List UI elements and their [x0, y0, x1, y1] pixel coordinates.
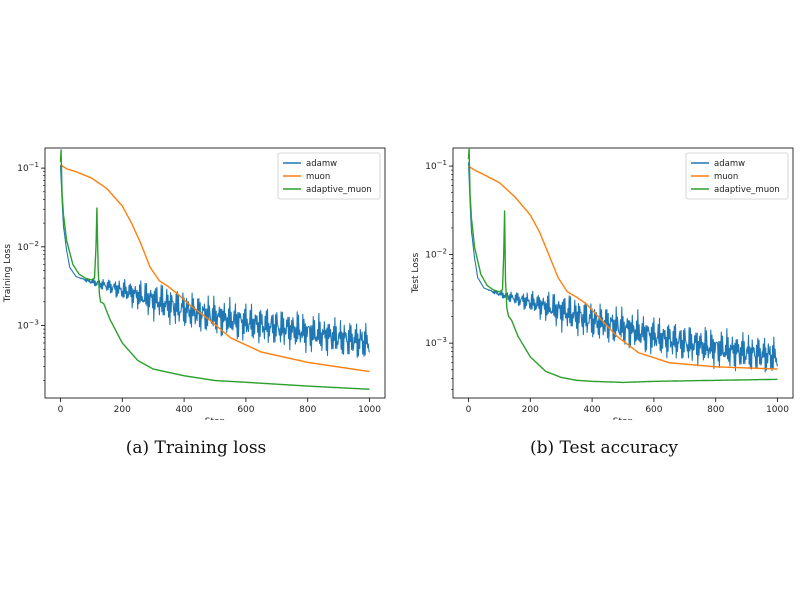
- x-tick-label: 200: [114, 405, 131, 415]
- y-tick-label: 10−1: [17, 161, 39, 174]
- y-axis-label: Training Loss: [3, 244, 13, 303]
- x-tick-label: 0: [58, 405, 64, 415]
- legend-label-adamw: adamw: [714, 159, 745, 169]
- test-loss-panel: 10−3 10−2 10−1 0 200 400 600 800 1000 Step Test Lo…: [408, 140, 800, 427]
- legend: adamw muon adaptive_muon: [685, 152, 789, 200]
- caption-training-loss: (a) Training loss: [125, 438, 267, 458]
- x-tick-label: 400: [175, 405, 192, 415]
- y-tick-label: 10−2: [425, 248, 447, 261]
- x-axis-label: Step: [613, 417, 634, 420]
- series-line-adaptive-muon: [59, 149, 370, 390]
- legend-box: [277, 152, 381, 200]
- legend-box: [685, 152, 789, 200]
- training-loss-panel: 10−3 10−2 10−1 0 200 400 600 800 1000 Step Trainin…: [0, 140, 392, 427]
- series-line-adamw: [59, 164, 371, 359]
- x-tick-label: 800: [299, 405, 316, 415]
- x-tick-label: 1000: [766, 405, 789, 415]
- y-axis-label: Test Loss: [411, 253, 421, 295]
- series-line-muon: [60, 164, 370, 373]
- legend: adamw muon adaptive_muon: [277, 152, 381, 200]
- plot-frame: [44, 147, 386, 399]
- x-axis-label: Step: [205, 417, 226, 420]
- x-tick-label: 1000: [358, 405, 381, 415]
- y-tick-label: 10−3: [17, 319, 39, 332]
- test-loss-chart: 10−3 10−2 10−1 0 200 400 600 800 1000 Step Test Lo…: [411, 147, 794, 427]
- series-line-muon: [468, 165, 778, 370]
- series-group: [59, 149, 371, 390]
- x-tick-label: 600: [237, 405, 254, 415]
- x-tick-label: 200: [522, 405, 539, 415]
- series-line-adamw: [467, 162, 779, 373]
- y-tick-label: 10−2: [17, 240, 39, 253]
- training-loss-chart: 10−3 10−2 10−1 0 200 400 600 800 1000 Step Trainin…: [3, 147, 386, 427]
- legend-label-muon: muon: [306, 172, 330, 182]
- y-tick-label: 10−3: [425, 336, 447, 349]
- series-group: [467, 148, 779, 384]
- legend-label-adaptive-muon: adaptive_muon: [306, 185, 372, 195]
- legend-label-muon: muon: [714, 172, 738, 182]
- x-tick-label: 0: [466, 405, 472, 415]
- caption-test-accuracy: (b) Test accuracy: [529, 438, 679, 458]
- x-tick-label: 400: [583, 405, 600, 415]
- series-line-adaptive-muon: [467, 148, 778, 384]
- x-tick-label: 600: [645, 405, 662, 415]
- x-tick-label: 800: [707, 405, 724, 415]
- y-tick-label: 10−1: [425, 159, 447, 172]
- legend-label-adaptive-muon: adaptive_muon: [714, 185, 780, 195]
- plot-frame: [452, 147, 794, 399]
- legend-label-adamw: adamw: [306, 159, 337, 169]
